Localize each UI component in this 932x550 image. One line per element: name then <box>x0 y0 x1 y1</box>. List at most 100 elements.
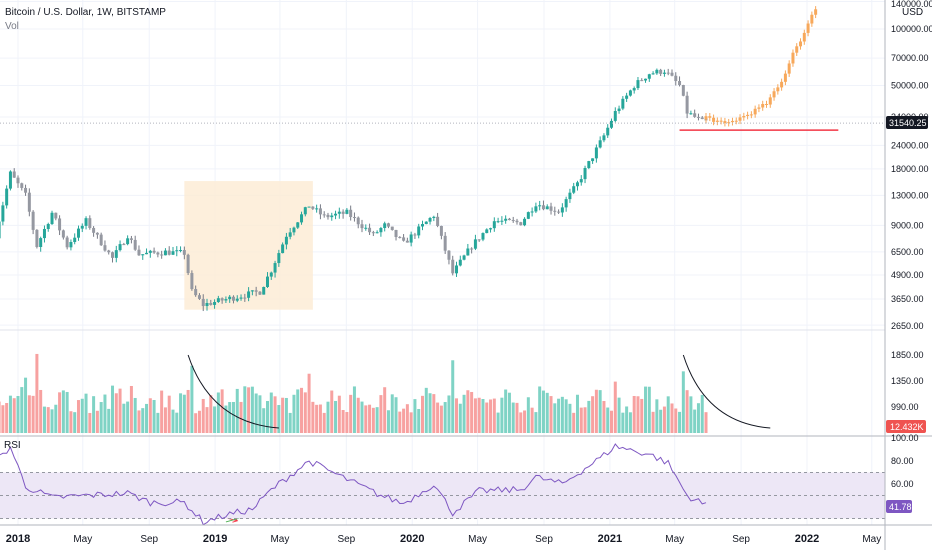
candle-body <box>145 252 149 255</box>
candle-body <box>681 85 685 96</box>
price-tick-label: 100000.00 <box>891 24 932 34</box>
volume-bar <box>390 394 394 433</box>
volume-bar <box>587 400 591 433</box>
candle-body <box>625 95 629 99</box>
candle-body <box>103 245 107 251</box>
volume-bar <box>254 393 258 433</box>
price-tick-label: 4900.00 <box>891 270 924 280</box>
rsi-axis[interactable]: 100.00 80.00 60.00 <box>891 433 919 489</box>
candle-body <box>239 297 243 299</box>
volume-bar <box>489 399 493 433</box>
volume-bar <box>621 412 625 433</box>
volume-bar <box>398 411 402 433</box>
time-axis[interactable]: 2018 May Sep 2019 May Sep 2020 May Sep 2021 May Sep… <box>6 533 882 545</box>
volume-bar <box>492 398 496 433</box>
candle-body <box>262 286 266 295</box>
volume-bar <box>530 407 534 433</box>
candle-body <box>235 298 239 301</box>
candle-body <box>80 225 84 229</box>
currency-label[interactable]: USD <box>902 7 923 18</box>
projection-candle <box>723 121 727 124</box>
candle-body <box>390 226 394 230</box>
rsi-badge-bg <box>886 500 912 513</box>
candle-body <box>617 108 621 112</box>
volume-bar <box>137 410 141 433</box>
rsi-layer <box>0 443 885 526</box>
candle-body <box>632 88 636 91</box>
projection-candle <box>753 108 757 115</box>
volume-legend-label[interactable]: Vol <box>5 21 19 32</box>
volume-bar <box>277 405 281 433</box>
volume-bar <box>84 393 88 433</box>
volume-bar <box>69 411 73 433</box>
price-tick-label: 24000.00 <box>891 140 929 150</box>
rsi-legend-label[interactable]: RSI <box>4 440 21 451</box>
candle-body <box>458 259 462 266</box>
candle-body <box>122 244 126 246</box>
volume-bar <box>485 402 489 433</box>
candle-body <box>46 224 50 229</box>
volume-bar <box>107 408 111 433</box>
candle-body <box>8 171 12 189</box>
volume-bar <box>662 406 666 433</box>
volume-bar <box>625 406 629 433</box>
price-badge: 31540.25 <box>889 118 927 128</box>
volume-decay-curve[interactable] <box>187 354 279 429</box>
volume-bar <box>417 408 421 433</box>
volume-bar <box>545 392 549 433</box>
volume-badge: 12.432K <box>890 422 924 432</box>
symbol-title[interactable]: Bitcoin / U.S. Dollar, 1W, BITSTAMP <box>5 7 166 18</box>
volume-bar <box>379 395 383 433</box>
candle-body <box>678 81 682 86</box>
volume-bar <box>655 399 659 433</box>
time-tick-label: 2022 <box>795 533 819 545</box>
volume-bar <box>160 390 164 433</box>
volume-bar <box>209 395 213 433</box>
candle-body <box>621 98 625 109</box>
projection-candle <box>795 46 799 53</box>
volume-bar <box>428 393 432 433</box>
volume-bar <box>341 409 345 433</box>
volume-bar <box>693 409 697 433</box>
projection-candle <box>764 103 768 105</box>
candle-body <box>20 183 24 188</box>
volume-bar <box>307 373 311 433</box>
candle-body <box>341 211 345 214</box>
volume-bar <box>610 410 614 433</box>
volume-decay-curve[interactable] <box>682 354 771 429</box>
price-axis[interactable]: 140000.00100000.0070000.0050000.0034000.… <box>891 0 932 412</box>
candle-body <box>216 298 220 303</box>
candle-body <box>107 250 111 253</box>
volume-bar <box>224 405 228 433</box>
volume-bar <box>553 403 557 433</box>
projection-candle <box>734 120 738 122</box>
time-tick-label: May <box>862 534 881 545</box>
volume-bar <box>371 407 375 433</box>
candle-body <box>428 217 432 222</box>
volume-bar <box>617 397 621 433</box>
volume-bar <box>364 405 368 433</box>
volume-bar <box>311 401 315 433</box>
volume-bar <box>473 398 477 433</box>
volume-bar <box>356 397 360 433</box>
candle-body <box>545 206 549 210</box>
grid <box>0 0 885 525</box>
candle-body <box>485 229 489 234</box>
candle-body <box>477 239 481 241</box>
volume-bar <box>73 412 77 433</box>
volume-bar <box>213 406 217 433</box>
volume-bar <box>114 393 118 433</box>
candle-body <box>693 113 697 117</box>
candle-body <box>375 232 379 234</box>
projection-candle <box>712 117 716 122</box>
candle-body <box>24 187 28 193</box>
volume-bar <box>269 392 273 433</box>
rsi-line[interactable] <box>0 443 707 526</box>
volume-bar <box>76 400 80 433</box>
price-tick-label: 1850.00 <box>891 350 924 360</box>
volume-bar <box>315 404 319 433</box>
candle-body <box>209 302 213 305</box>
candle-body <box>413 234 417 236</box>
volume-bar <box>413 399 417 433</box>
